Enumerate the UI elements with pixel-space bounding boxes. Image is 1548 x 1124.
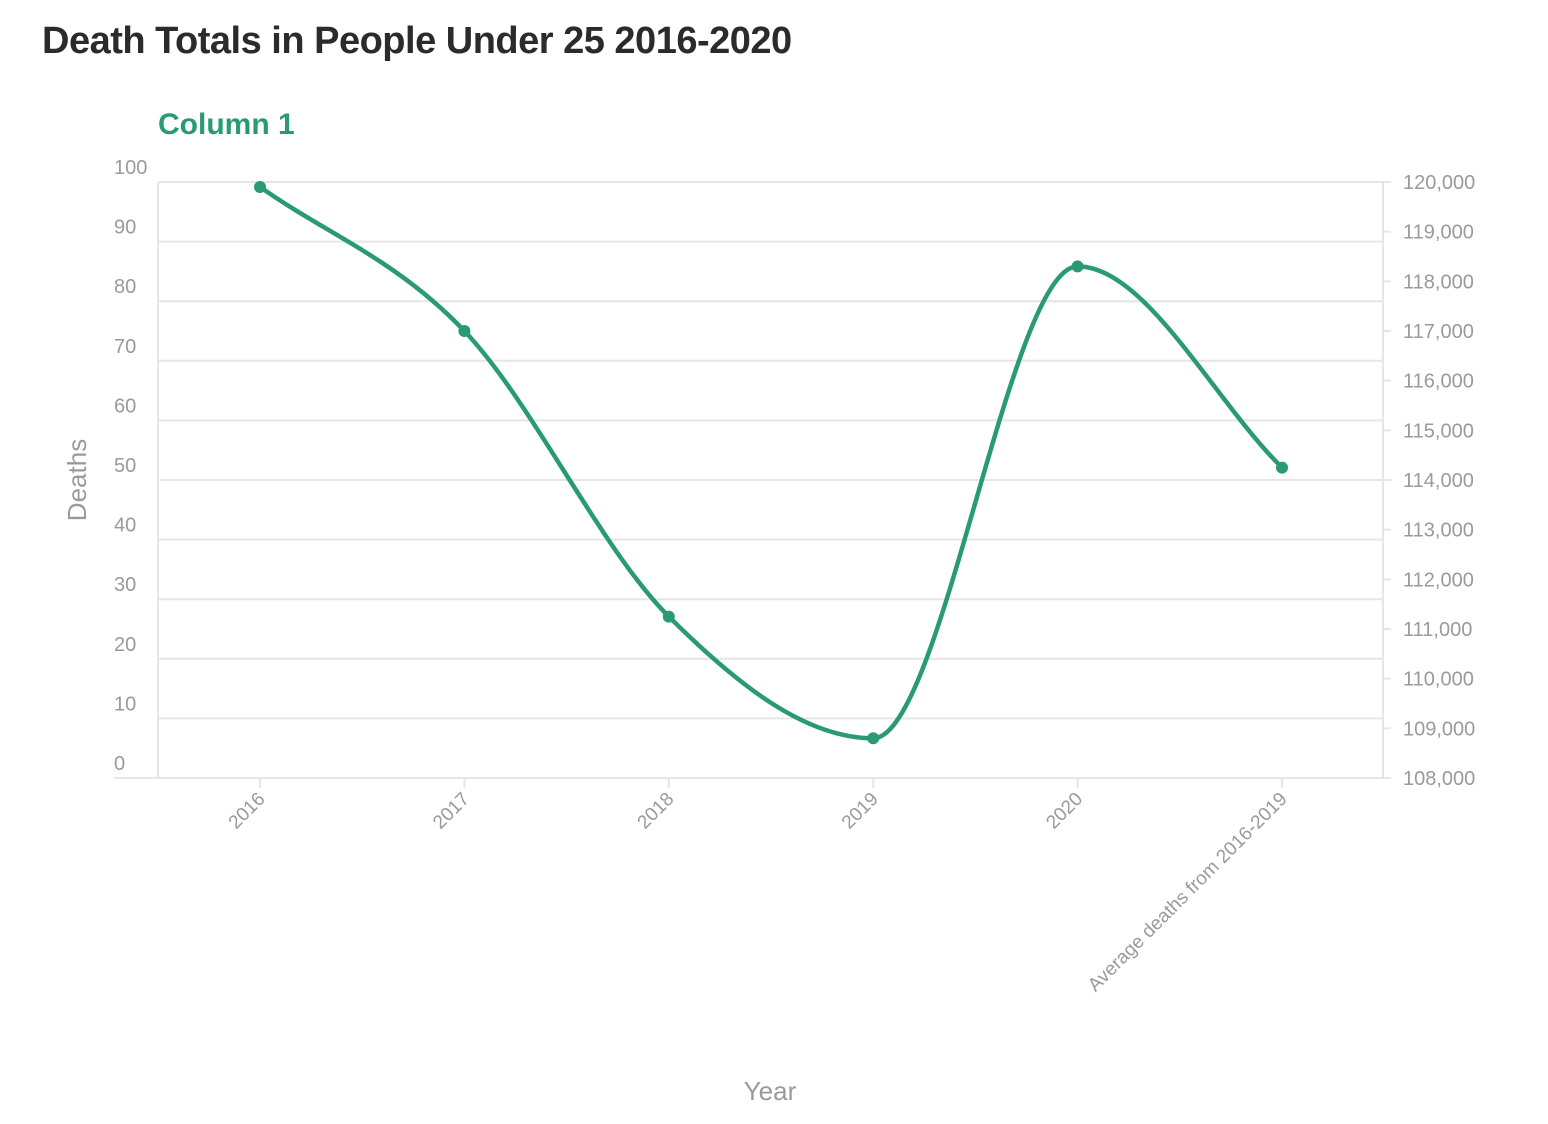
data-point (1071, 260, 1084, 273)
left-tick-label: 80 (114, 276, 136, 298)
left-tick-label: 50 (114, 455, 136, 477)
x-tick-label: Average deaths from 2016-2019 (1084, 789, 1291, 996)
left-axis-ticks: 0 10 20 30 40 50 60 70 80 90 100 (114, 157, 147, 775)
left-tick-label: 10 (114, 693, 136, 715)
right-tick-label: 114,000 (1403, 470, 1474, 492)
data-point (254, 180, 266, 193)
right-tick-label: 112,000 (1403, 569, 1474, 591)
right-tick-label: 111,000 (1403, 619, 1472, 641)
x-tick-label: 2016 (225, 789, 270, 834)
right-tick-label: 108,000 (1403, 768, 1475, 790)
left-tick-label: 100 (114, 157, 147, 179)
data-point (662, 610, 675, 623)
right-tick-label: 120,000 (1403, 172, 1475, 194)
x-tick-label: 2018 (634, 789, 679, 834)
left-tick-label: 70 (114, 336, 136, 358)
data-point (458, 325, 471, 337)
x-tick-label: 2019 (838, 789, 883, 834)
series-line (257, 184, 1285, 741)
left-tick-label: 30 (114, 574, 136, 596)
right-tick-label: 109,000 (1403, 718, 1475, 740)
left-tick-label: 40 (114, 515, 136, 537)
right-tick-label: 110,000 (1403, 669, 1474, 691)
right-tick-label: 116,000 (1403, 371, 1474, 393)
chart-title: Death Totals in People Under 25 2016-202… (42, 20, 792, 62)
series-title: Column 1 (158, 108, 295, 141)
data-point (867, 732, 880, 745)
right-tick-label: 117,000 (1403, 321, 1474, 343)
left-tick-label: 20 (114, 634, 136, 656)
x-axis-title: Year (744, 1076, 797, 1106)
data-point (1276, 461, 1288, 474)
right-tick-label: 119,000 (1403, 222, 1474, 244)
data-points (254, 180, 1288, 745)
right-tick-label: 113,000 (1403, 520, 1474, 542)
gridlines (114, 181, 1384, 779)
y-axis-title: Deaths (62, 439, 92, 521)
left-tick-label: 0 (114, 753, 125, 775)
left-tick-label: 90 (114, 217, 136, 239)
left-tick-label: 60 (114, 395, 136, 417)
x-tick-label: 2020 (1042, 789, 1087, 834)
right-tick-label: 115,000 (1403, 420, 1474, 442)
x-tick-label: 2017 (429, 789, 474, 834)
right-axis-ticks: 108,000 109,000 110,000 111,000 112,000 113,0… (1383, 172, 1475, 790)
right-tick-label: 118,000 (1403, 271, 1474, 293)
